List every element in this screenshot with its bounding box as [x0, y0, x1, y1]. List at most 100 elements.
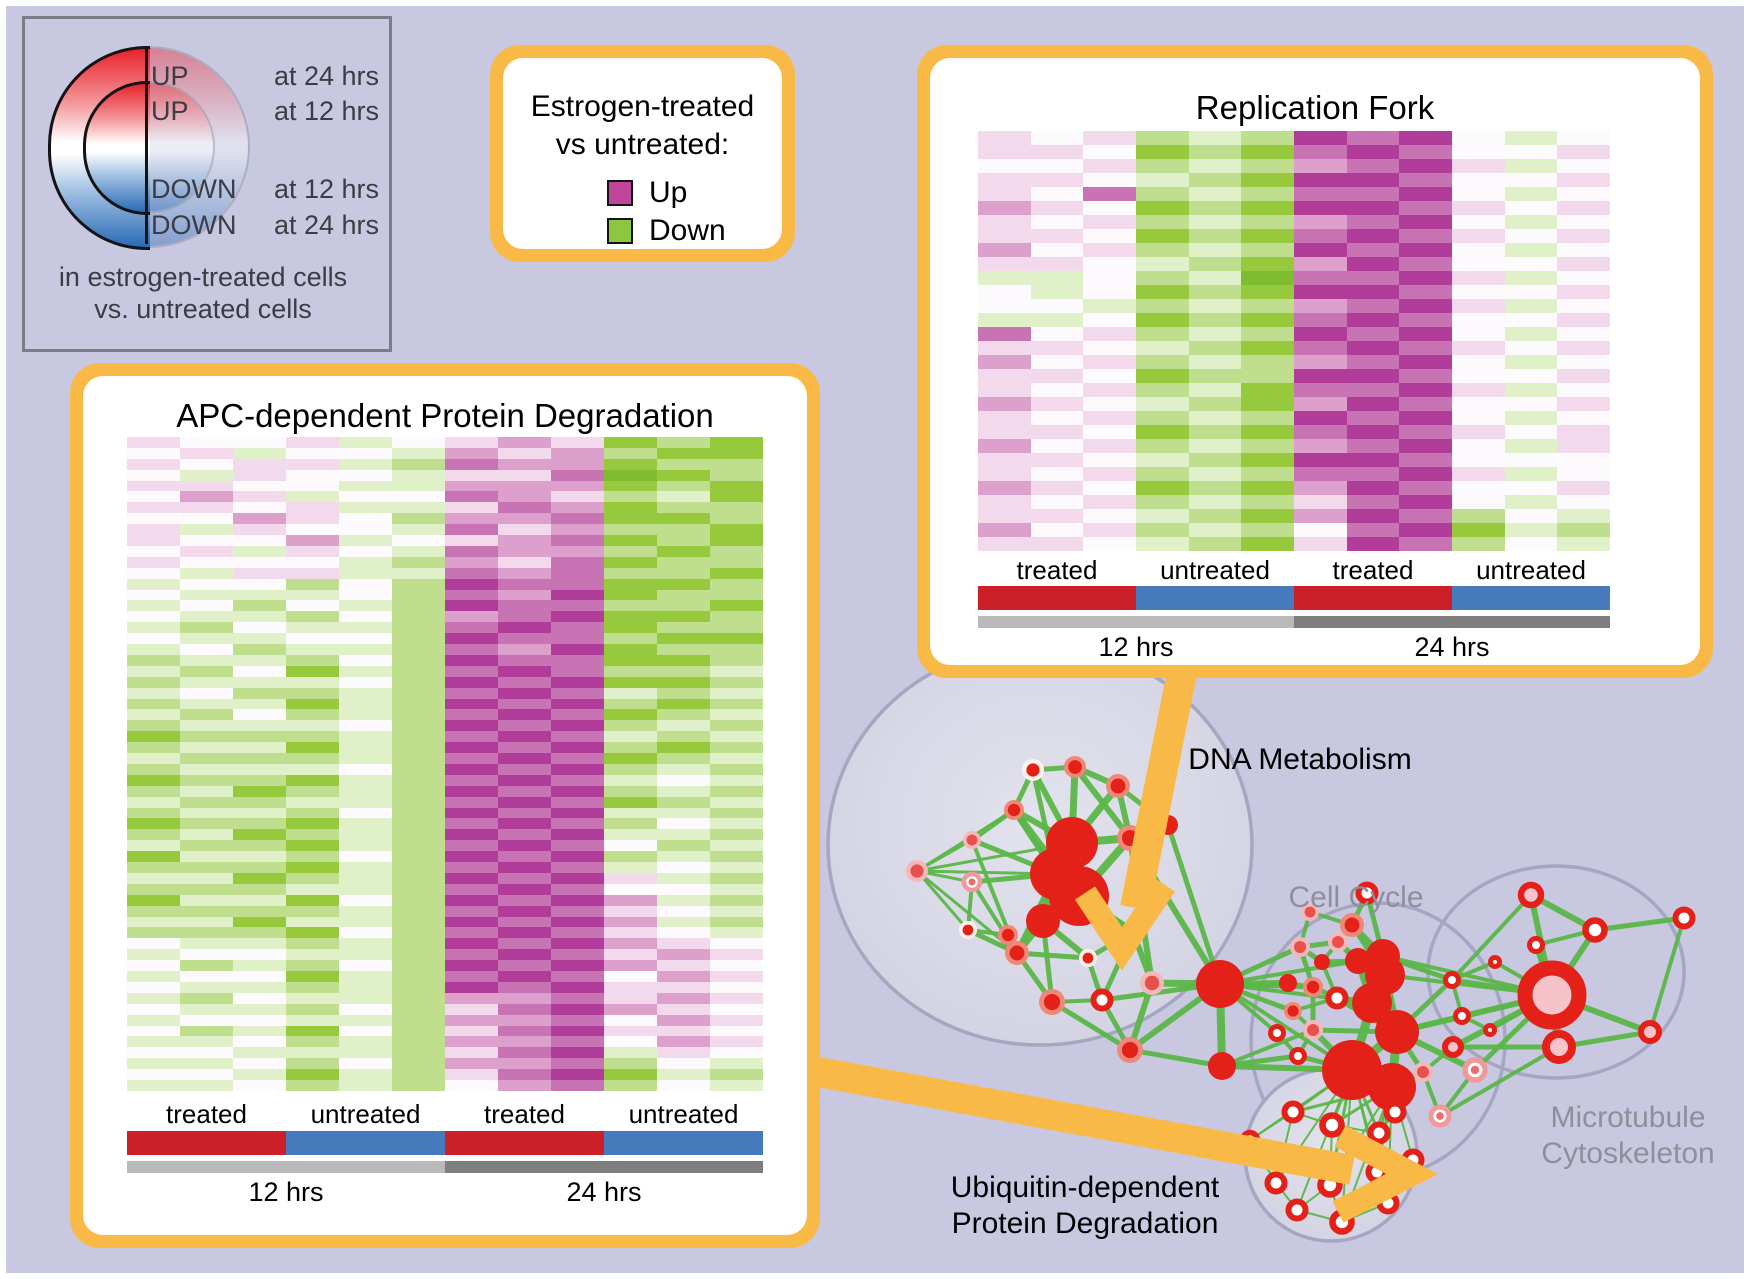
heatmap-cell: [1452, 299, 1505, 313]
heatmap-cell: [604, 818, 657, 830]
heatmap-cell: [286, 1058, 339, 1070]
heatmap-cell: [551, 513, 604, 525]
heatmap-cell: [498, 622, 551, 634]
heatmap-cell: [710, 818, 763, 830]
heatmap-cell: [392, 796, 445, 808]
heatmap-cell: [1294, 159, 1347, 173]
heatmap-cell: [1399, 131, 1452, 145]
heatmap-cell: [498, 971, 551, 982]
heatmap-cell: [1557, 369, 1610, 383]
heatmap-cell: [286, 883, 339, 895]
heatmap-cell: [1136, 481, 1189, 495]
heatmap-cell: [1030, 215, 1084, 229]
heatmap-cell: [710, 644, 763, 655]
treatment-group-label: untreated: [1476, 555, 1586, 585]
heatmap-cell: [1504, 523, 1558, 537]
heatmap-cell: [180, 633, 233, 645]
heatmap-cell: [551, 654, 604, 666]
network-edge: [1129, 1047, 1223, 1069]
heatmap-cell: [1452, 215, 1505, 229]
heatmap-cell: [498, 567, 551, 579]
heatmap-cell: [127, 644, 180, 655]
heatmap-cell: [498, 611, 551, 623]
heatmap-cell: [1241, 173, 1294, 187]
heatmap-cell: [657, 654, 710, 666]
network-node: [1196, 960, 1244, 1008]
heatmap-cell: [445, 633, 498, 645]
heatmap-cell: [445, 742, 498, 754]
heatmap-cell: [233, 720, 286, 732]
heatmap-cell: [1504, 271, 1558, 285]
heatmap-cell: [710, 949, 763, 961]
heatmap-cell: [127, 1080, 180, 1091]
heatmap-cell: [1030, 145, 1084, 159]
heatmap-cell: [180, 698, 233, 710]
heatmap-cell: [392, 469, 445, 481]
heatmap-cell: [1188, 467, 1242, 481]
heatmap-cell: [551, 872, 604, 884]
heatmap-cell: [392, 447, 445, 459]
heatmap-cell: [1504, 201, 1558, 215]
heatmap-cell: [1294, 229, 1347, 243]
heatmap-cell: [1030, 327, 1084, 341]
heatmap-cell: [339, 774, 392, 786]
heatmap-cell: [1399, 229, 1452, 243]
down-label: Down: [649, 214, 726, 247]
heatmap-cell: [1294, 327, 1347, 341]
heatmap-cell: [1188, 439, 1242, 453]
circle-divider-line: [145, 46, 148, 244]
heatmap-cell: [180, 676, 233, 688]
heatmap-cell: [1083, 285, 1136, 299]
heatmap-cell: [127, 992, 180, 1004]
heatmap-cell: [286, 894, 339, 906]
heatmap-cell: [339, 578, 392, 590]
time-color-segment: [127, 1161, 445, 1173]
heatmap-cell: [657, 545, 710, 557]
heatmap-cell: [180, 862, 233, 873]
heatmap-cell: [1504, 467, 1558, 481]
heatmap-cell: [1188, 145, 1242, 159]
heatmap-cell: [339, 1036, 392, 1048]
heatmap-cell: [551, 589, 604, 601]
heatmap-cell: [1083, 271, 1136, 285]
network-node-core: [1332, 936, 1344, 948]
heatmap-cell: [657, 633, 710, 645]
estrogen-legend-inner: Estrogen-treated vs untreated: Up Down: [503, 58, 782, 249]
heatmap-cell: [445, 458, 498, 470]
heatmap-cell: [1030, 173, 1084, 187]
heatmap-cell: [1504, 481, 1558, 495]
heatmap-cell: [339, 960, 392, 972]
heatmap-cell: [1346, 257, 1400, 271]
heatmap-cell: [498, 1025, 551, 1037]
heatmap-cell: [1188, 495, 1242, 509]
heatmap-cell: [1294, 355, 1347, 369]
treatment-color-segment: [286, 1131, 445, 1155]
heatmap-cell: [1083, 355, 1136, 369]
heatmap-cell: [1346, 145, 1400, 159]
heatmap-cell: [604, 883, 657, 895]
heatmap-cell: [604, 894, 657, 906]
heatmap-cell: [233, 1014, 286, 1026]
heatmap-cell: [233, 938, 286, 950]
heatmap-cell: [657, 1069, 710, 1081]
heatmap-cell: [1136, 159, 1189, 173]
heatmap-cell: [1294, 243, 1347, 257]
heatmap-cell: [498, 447, 551, 459]
heatmap-cell: [498, 992, 551, 1004]
heatmap-cell: [127, 622, 180, 634]
key-up-12-time: at 12 hrs: [273, 96, 379, 126]
heatmap-cell: [498, 556, 551, 568]
heatmap-cell: [127, 633, 180, 645]
heatmap-cell: [180, 872, 233, 884]
cluster-label: Ubiquitin-dependent Protein Degradation: [950, 1171, 1220, 1240]
heatmap-cell: [180, 742, 233, 754]
heatmap-cell: [604, 785, 657, 797]
heatmap-cell: [1399, 215, 1452, 229]
heatmap-cell: [233, 981, 286, 993]
heatmap-cell: [551, 796, 604, 808]
heatmap-cell: [392, 818, 445, 830]
heatmap-cell: [1557, 495, 1610, 509]
legend-item-down: Down: [607, 214, 726, 248]
heatmap-cell: [339, 611, 392, 623]
